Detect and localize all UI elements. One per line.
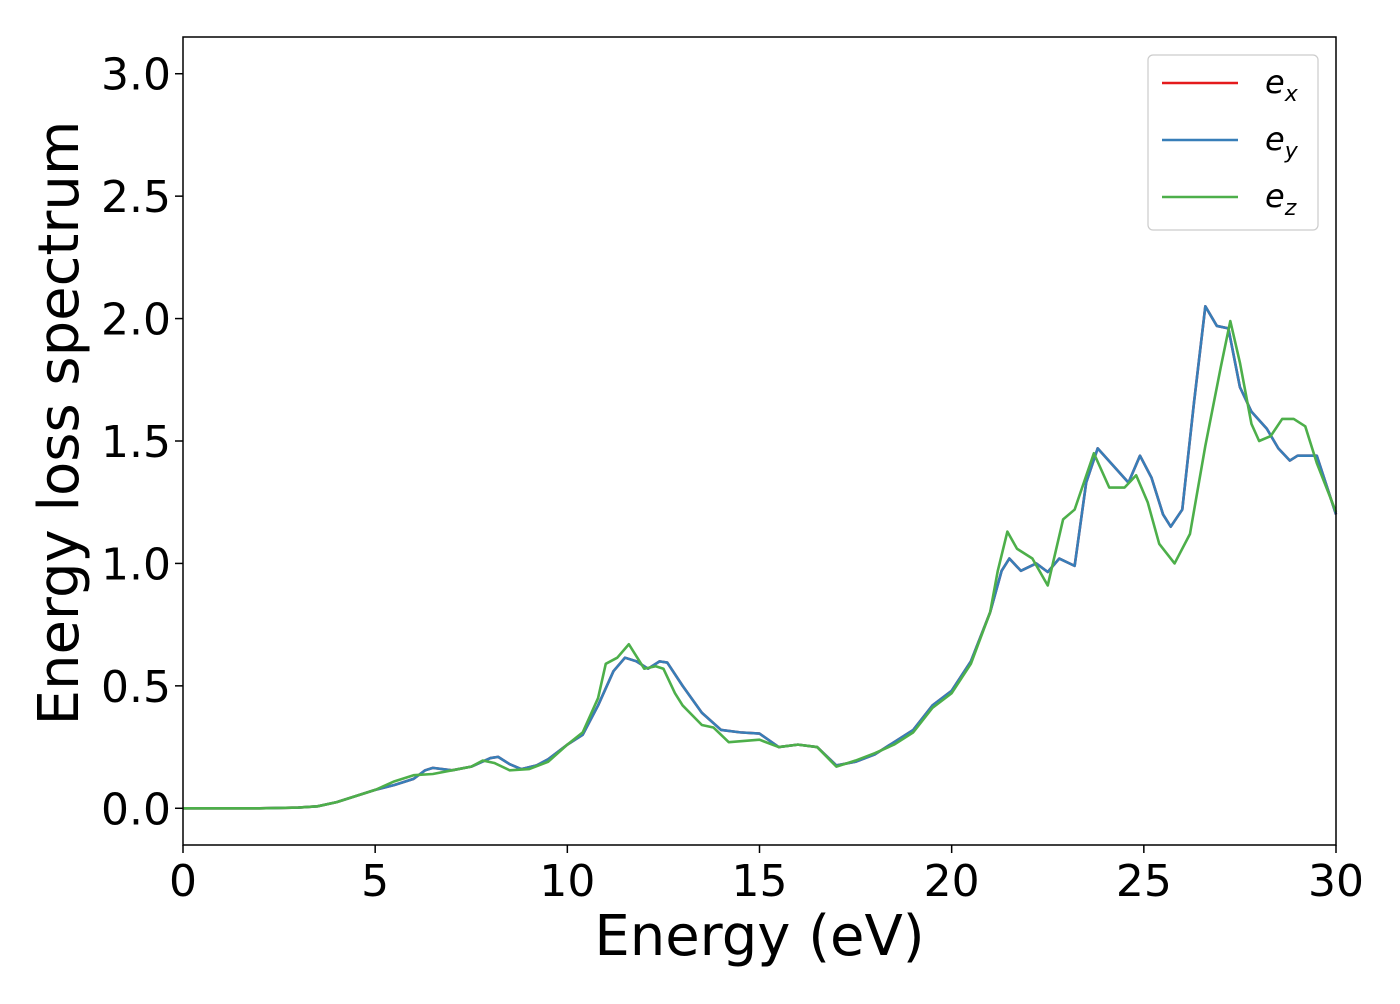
series-line-ez	[183, 319, 1338, 810]
y-tick-label: 2.5	[101, 172, 171, 223]
y-tick-label: 2.0	[101, 295, 171, 346]
legend-box	[1147, 54, 1319, 231]
x-tick-label: 0	[169, 856, 197, 907]
y-tick-label: 3.0	[101, 50, 171, 101]
x-tick-label: 15	[732, 856, 788, 907]
legend-label-ex: ex	[1265, 63, 1299, 107]
legend-label-ey: ey	[1265, 120, 1299, 164]
y-tick-label: 0.5	[101, 662, 171, 713]
y-tick-label: 0.0	[101, 784, 171, 835]
x-tick-label: 20	[924, 856, 980, 907]
y-axis-ticks: 0.0 0.5 1.0 1.5 2.0 2.5 3.0	[101, 50, 183, 835]
x-axis-ticks: 0 5 10 15 20 25 30	[169, 845, 1364, 907]
y-tick-label: 1.5	[101, 417, 171, 468]
x-tick-label: 5	[361, 856, 389, 907]
y-tick-label: 1.0	[101, 539, 171, 590]
x-tick-label: 10	[539, 856, 595, 907]
x-tick-label: 30	[1308, 856, 1364, 907]
x-axis-label: Energy (eV)	[594, 904, 924, 969]
y-axis-label: Energy loss spectrum	[27, 121, 92, 726]
x-tick-label: 25	[1116, 856, 1172, 907]
series-line-ey	[183, 305, 1338, 810]
plot-area	[183, 305, 1338, 810]
